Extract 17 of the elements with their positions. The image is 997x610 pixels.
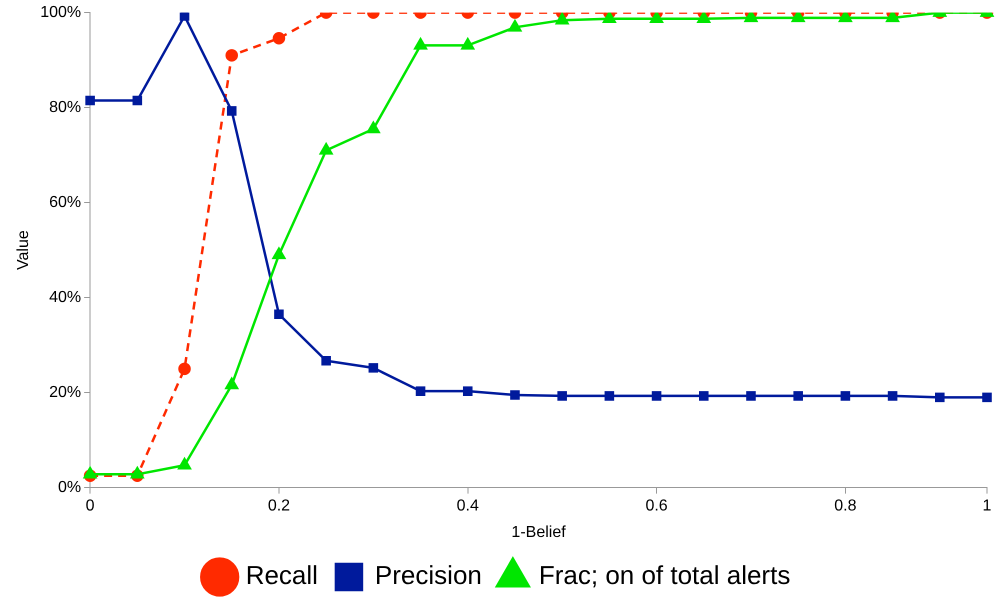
y-tick-label: 0%	[58, 479, 82, 496]
x-tick-label: 0.8	[834, 498, 857, 515]
legend-label: Recall	[246, 560, 318, 590]
legend-label: Frac; on of total alerts	[538, 560, 790, 590]
legend-label: Precision	[374, 560, 482, 590]
y-axis-title: Value	[15, 230, 32, 270]
x-tick-label: 0.4	[456, 498, 479, 515]
x-tick-label: 0.6	[645, 498, 668, 515]
y-tick-label: 40%	[49, 289, 82, 306]
x-tick-label: 0	[86, 498, 95, 515]
y-tick-label: 60%	[49, 194, 82, 212]
y-tick-label: 100%	[40, 4, 82, 22]
y-tick-label: 80%	[49, 99, 82, 116]
x-tick-label: 0.2	[268, 498, 290, 515]
x-tick-label: 1	[982, 498, 992, 515]
y-tick-label: 20%	[49, 384, 82, 402]
x-axis-title: 1-Belief	[511, 524, 566, 541]
